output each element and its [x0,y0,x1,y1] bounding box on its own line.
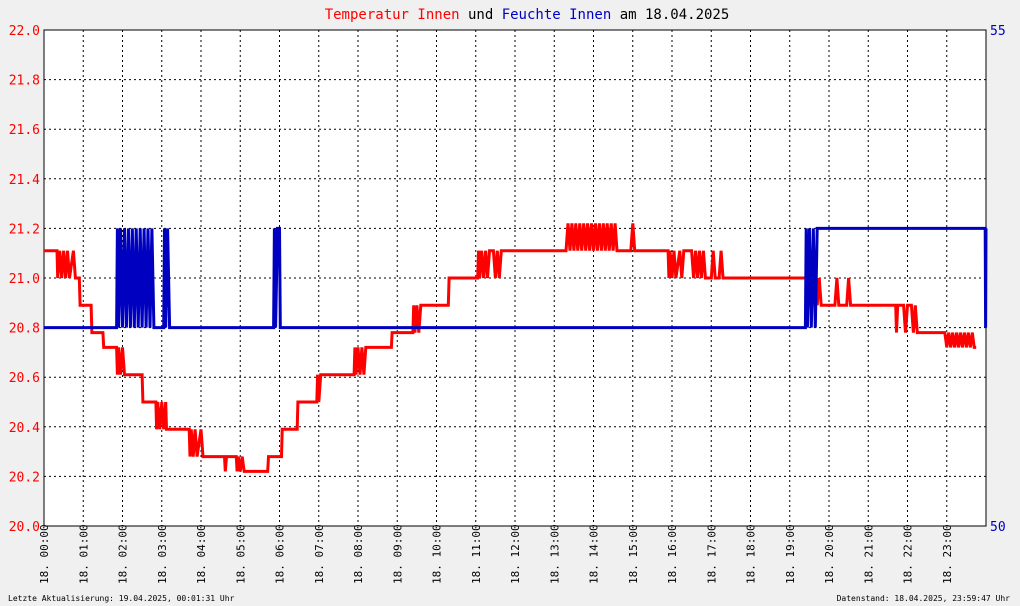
x-tick-label: 18. 23:00 [941,524,954,584]
x-tick-label: 18. 12:00 [509,524,522,584]
x-tick-label: 18. 02:00 [117,524,130,584]
x-tick-label: 18. 15:00 [627,524,640,584]
x-tick-label: 18. 01:00 [77,524,90,584]
y-left-tick-label: 20.6 [9,371,40,386]
x-tick-label: 18. 03:00 [156,524,169,584]
x-tick-label: 18. 10:00 [431,524,444,584]
y-axis-right-ticks: 50 55 [990,24,1006,535]
y-right-tick-label: 55 [990,24,1006,39]
y-left-tick-label: 21.2 [9,222,40,237]
x-tick-label: 18. 13:00 [548,524,561,584]
chart-title-part-date: am 18.04.2025 [611,7,729,23]
x-tick-label: 18. 20:00 [823,524,836,584]
x-tick-label: 18. 11:00 [470,524,483,584]
x-tick-label: 18. 18:00 [745,524,758,584]
footer-last-update: Letzte Aktualisierung: 19.04.2025, 00:01… [8,594,235,603]
y-left-tick-label: 21.6 [9,123,40,138]
chart-title: Temperatur Innen und Feuchte Innen am 18… [325,7,730,23]
series-line-humidity [44,226,988,330]
x-tick-label: 18. 05:00 [234,524,247,584]
y-left-tick-label: 20.0 [9,520,40,535]
x-tick-label: 18. 04:00 [195,524,208,584]
y-right-tick-label: 50 [990,520,1006,535]
y-left-tick-label: 20.8 [9,322,40,337]
x-tick-label: 18. 09:00 [391,524,404,584]
chart-title-part-humidity: Feuchte Innen [502,7,612,23]
x-tick-label: 18. 16:00 [666,524,679,584]
y-left-tick-label: 20.2 [9,470,40,485]
x-tick-label: 18. 14:00 [588,524,601,584]
x-tick-label: 18. 07:00 [313,524,326,584]
x-tick-label: 18. 08:00 [352,524,365,584]
y-left-tick-label: 20.4 [9,421,40,436]
series-lines [44,223,988,473]
y-left-tick-label: 21.8 [9,74,40,89]
y-left-tick-label: 21.4 [9,173,40,188]
x-axis-ticks: 18. 00:00 18. 01:00 18. 02:00 18. 03:00 18. … [38,524,954,584]
x-tick-label: 18. 00:00 [38,524,51,584]
chart-title-part-temperature: Temperatur Innen [325,7,460,23]
y-left-tick-label: 21.0 [9,272,40,287]
y-axis-left-ticks: 20.0 20.2 20.4 20.6 20.8 21.0 21.2 21.4 21.6 21.8… [9,24,40,535]
x-tick-label: 18. 22:00 [902,524,915,584]
x-tick-label: 18. 19:00 [784,524,797,584]
x-tick-label: 18. 06:00 [274,524,287,584]
x-tick-label: 18. 21:00 [862,524,875,584]
x-tick-label: 18. 17:00 [705,524,718,584]
series-line-temperature [44,223,977,473]
y-left-tick-label: 22.0 [9,24,40,39]
footer-data-status: Datenstand: 18.04.2025, 23:59:47 Uhr [837,594,1011,603]
chart-title-part-and: und [460,7,502,23]
